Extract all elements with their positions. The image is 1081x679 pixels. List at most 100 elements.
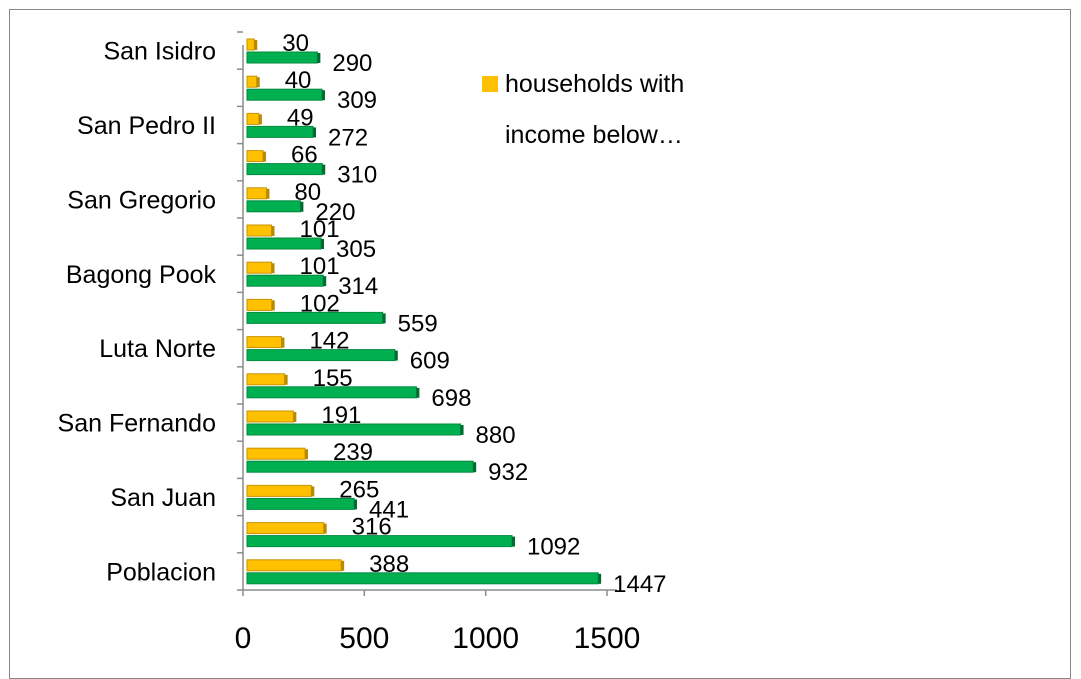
data-label-total-households: 290 (332, 50, 372, 77)
bar-3d-edge (323, 523, 327, 534)
chart-frame (9, 9, 1071, 679)
bar-3d-edge (317, 53, 321, 63)
bar-households-below (246, 298, 273, 311)
legend-swatch (482, 76, 498, 92)
legend-label-line-1: households with (505, 70, 684, 98)
bars (246, 38, 602, 585)
bar-3d-edge (293, 412, 297, 422)
bar-households-below (246, 150, 264, 163)
bar-households-below (246, 410, 294, 423)
bar-3d-edge (300, 201, 304, 212)
bar-households-below (246, 373, 286, 386)
data-label-households-below: 239 (333, 439, 373, 466)
category-label: San Gregorio (67, 186, 216, 214)
category-label: Bagong Pook (66, 261, 217, 289)
data-label-households-below: 102 (300, 290, 340, 317)
bar-households-below (246, 38, 255, 51)
bar-3d-edge (281, 337, 285, 348)
data-label-households-below: 388 (369, 551, 409, 578)
bar-3d-edge (323, 276, 327, 287)
data-label-total-households: 314 (338, 273, 378, 300)
bar-households-below (246, 187, 267, 200)
data-label-total-households: 880 (476, 422, 516, 449)
category-label: Luta Norte (99, 335, 216, 363)
bar-3d-edge (394, 350, 398, 361)
bar-3d-edge (311, 486, 315, 497)
data-label-households-below: 49 (287, 104, 314, 131)
category-label: Poblacion (106, 558, 216, 586)
bar-3d-edge (284, 374, 288, 385)
bar-3d-edge (271, 300, 275, 311)
bar-households-below (246, 112, 260, 125)
data-label-households-below: 40 (285, 67, 312, 94)
data-label-total-households: 305 (336, 236, 376, 263)
bar-households-below (246, 447, 306, 460)
bar-3d-edge (263, 151, 267, 162)
axes (237, 31, 617, 596)
bar-households-below (246, 484, 312, 497)
bar-3d-edge (271, 226, 275, 236)
data-label-households-below: 316 (352, 514, 392, 541)
data-label-households-below: 191 (321, 402, 361, 429)
x-tick-label: 1500 (574, 622, 641, 655)
legend: households with income below… (482, 70, 684, 149)
data-label-households-below: 101 (300, 216, 340, 243)
bar-3d-edge (254, 40, 258, 50)
bar-3d-edge (460, 425, 464, 435)
category-label: San Fernando (58, 410, 216, 438)
x-tick-label: 500 (339, 622, 389, 655)
bar-households-below (246, 261, 273, 274)
data-label-total-households: 441 (369, 496, 409, 523)
bar-3d-edge (598, 573, 602, 584)
bar-3d-edge (304, 449, 308, 460)
bar-households-below (246, 336, 282, 349)
category-label: San Pedro II (77, 112, 216, 140)
data-label-households-below: 66 (291, 142, 318, 169)
bar-3d-edge (382, 313, 386, 324)
data-label-total-households: 698 (431, 385, 471, 412)
bar-3d-edge (313, 127, 317, 138)
data-label-households-below: 80 (294, 179, 321, 206)
data-label-total-households: 220 (315, 199, 355, 226)
data-label-households-below: 142 (309, 328, 349, 355)
bar-3d-edge (256, 77, 260, 88)
bar-3d-edge (341, 560, 345, 571)
data-label-total-households: 272 (328, 124, 368, 151)
x-tick-label: 1000 (452, 622, 519, 655)
category-label: San Isidro (103, 38, 216, 66)
legend-label-line-2: income below… (505, 121, 683, 149)
bar-3d-edge (511, 536, 515, 547)
bar-3d-edge (322, 164, 326, 175)
bar-households-below (246, 75, 258, 88)
data-label-households-below: 265 (339, 476, 379, 503)
bar-3d-edge (473, 462, 477, 473)
bar-3d-edge (258, 114, 262, 125)
x-tick-labels: 0 500 1000 1500 (235, 622, 641, 655)
data-label-total-households: 1092 (527, 534, 580, 561)
bar-total-households (246, 572, 599, 585)
data-label-households-below: 30 (282, 30, 309, 57)
bar-3d-edge (321, 239, 325, 249)
bar-3d-edge (321, 90, 325, 101)
category-labels: Poblacion San Juan San Fernando Luta Norte B… (58, 38, 217, 587)
bar-3d-edge (354, 499, 358, 510)
bar-households-below (246, 522, 325, 535)
bar-households-below (246, 559, 342, 572)
category-label: San Juan (110, 484, 216, 512)
bar-total-households (246, 200, 301, 213)
data-label-households-below: 101 (300, 253, 340, 280)
data-label-total-households: 559 (398, 310, 438, 337)
bar-households-below (246, 224, 273, 237)
bar-total-households (246, 497, 355, 510)
data-label-total-households: 310 (337, 162, 377, 189)
bar-3d-edge (266, 188, 270, 199)
data-label-total-households: 609 (410, 348, 450, 375)
data-label-total-households: 309 (337, 87, 377, 114)
bar-3d-edge (416, 387, 420, 398)
data-label-total-households: 932 (488, 459, 528, 486)
x-tick-label: 0 (235, 622, 252, 655)
data-label-total-households: 1447 (613, 571, 666, 598)
data-label-households-below: 155 (313, 365, 353, 392)
